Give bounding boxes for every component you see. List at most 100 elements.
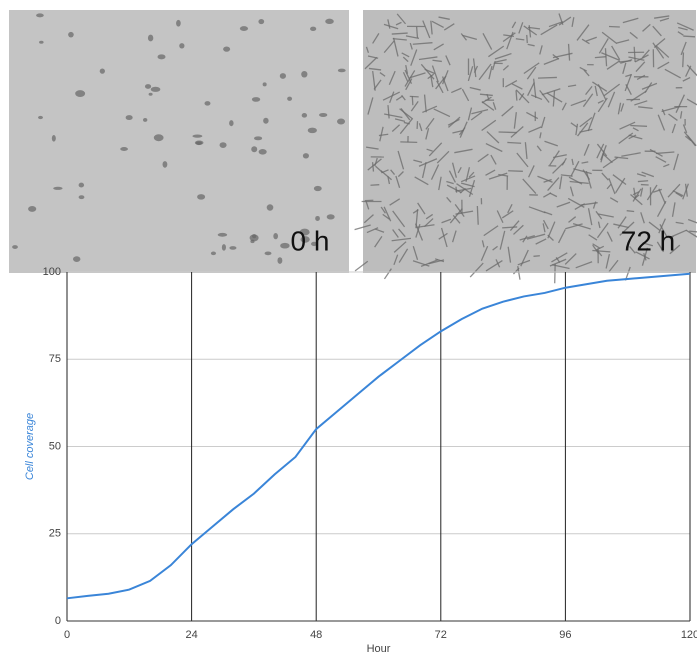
cell: [197, 194, 206, 200]
cell: [301, 70, 308, 78]
cell: [452, 214, 461, 224]
cell: [415, 224, 421, 238]
cell: [539, 132, 542, 139]
cell: [446, 196, 452, 203]
cell: [405, 35, 420, 39]
cell: [389, 198, 401, 206]
cell: [680, 41, 687, 56]
cell: [488, 172, 508, 180]
cell: [375, 165, 384, 174]
cell: [654, 15, 670, 19]
cell: [629, 31, 638, 39]
cell: [120, 147, 128, 151]
cell: [594, 56, 607, 59]
cell: [399, 117, 414, 135]
cell: [619, 121, 636, 130]
cell: [379, 126, 384, 142]
cell: [372, 33, 380, 44]
cell: [157, 54, 166, 60]
cell: [658, 218, 666, 234]
cell: [560, 174, 573, 177]
cell: [571, 158, 574, 166]
cell: [179, 43, 185, 49]
cell: [567, 84, 577, 88]
cell: [367, 55, 379, 59]
cell: [581, 161, 589, 164]
cell: [470, 111, 483, 121]
cell: [194, 140, 204, 145]
cell: [251, 146, 258, 153]
cell: [443, 23, 455, 31]
cell: [656, 241, 665, 253]
cell: [543, 211, 553, 216]
cell: [659, 17, 670, 22]
cell: [422, 20, 431, 39]
cell: [511, 21, 517, 29]
cell: [640, 212, 645, 224]
cell: [313, 185, 322, 192]
cell: [542, 223, 546, 233]
cell: [671, 202, 676, 217]
cell: [609, 197, 619, 203]
cell: [412, 209, 419, 214]
cell: [518, 93, 525, 101]
cell: [445, 55, 451, 66]
cell: [424, 218, 434, 228]
x-tick-label: 48: [310, 629, 322, 641]
cell: [459, 187, 466, 194]
cell: [325, 18, 334, 25]
cell: [540, 24, 558, 36]
cell: [642, 23, 651, 32]
cell: [367, 158, 382, 171]
cell: [675, 192, 683, 198]
cell: [387, 19, 391, 29]
cell: [451, 230, 457, 243]
cell: [598, 213, 614, 218]
cell: [672, 190, 684, 197]
data-line: [66, 272, 691, 600]
cell: [523, 62, 540, 75]
cell: [686, 98, 697, 106]
cell: [382, 91, 401, 101]
cell: [657, 114, 666, 131]
cell: [624, 74, 632, 92]
cell: [634, 54, 649, 63]
cell: [632, 191, 640, 196]
y-tick-label: 100: [43, 266, 61, 278]
cell: [365, 146, 379, 150]
cell: [430, 164, 440, 180]
cell: [319, 112, 328, 117]
cell: [28, 205, 37, 212]
cell: [147, 34, 154, 42]
cell: [441, 218, 452, 224]
cell: [543, 57, 560, 65]
cell: [622, 62, 627, 74]
cell: [508, 170, 523, 172]
cell: [210, 251, 217, 256]
cell: [433, 108, 451, 118]
time-label: 72 h: [621, 225, 676, 256]
cell: [418, 56, 438, 61]
cell: [602, 156, 619, 169]
cell: [608, 177, 616, 195]
cell: [53, 186, 63, 190]
cell: [597, 99, 604, 104]
cell: [428, 142, 443, 157]
cell: [426, 148, 433, 152]
cell: [536, 145, 542, 152]
cell: [438, 16, 450, 20]
cell: [687, 218, 697, 224]
cell: [527, 26, 541, 30]
cell: [683, 131, 696, 147]
cell: [387, 176, 391, 185]
cell: [383, 23, 399, 30]
cell: [605, 253, 611, 269]
cell: [405, 65, 409, 74]
cells: [12, 13, 697, 284]
cell: [176, 19, 181, 27]
cell: [374, 235, 383, 248]
cell: [374, 157, 378, 167]
cell: [389, 91, 395, 104]
cell: [598, 38, 609, 54]
cell: [671, 123, 676, 134]
